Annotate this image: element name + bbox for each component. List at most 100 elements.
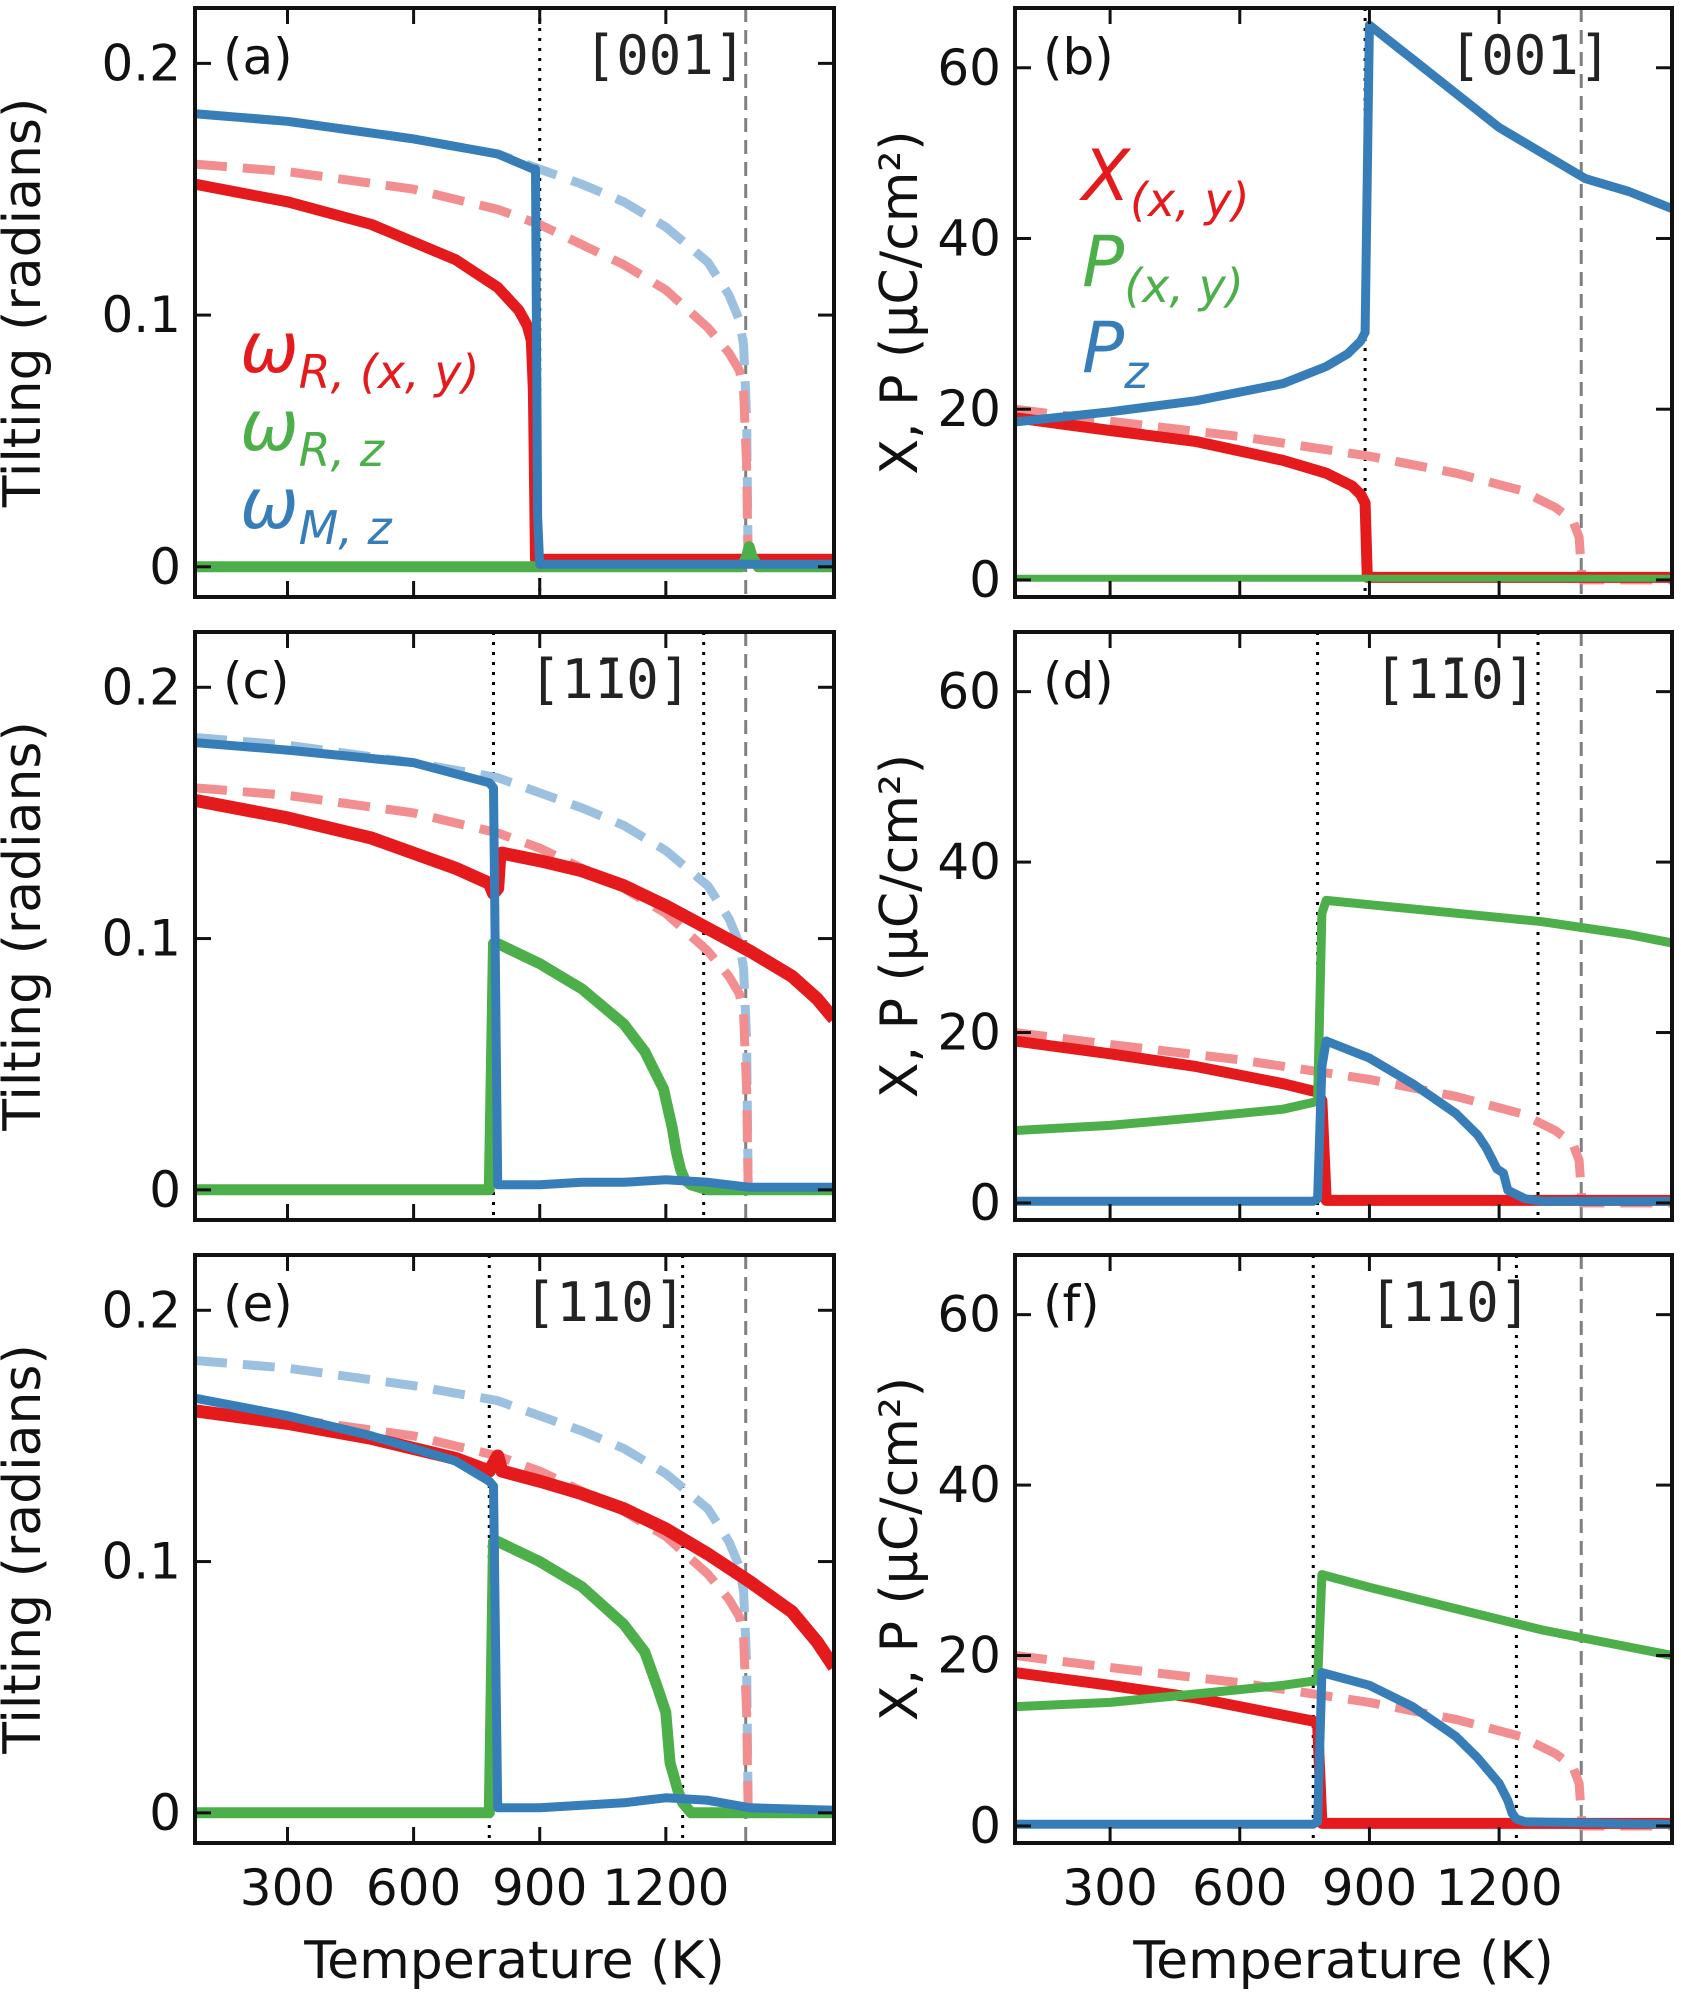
series-line-1	[1015, 404, 1672, 585]
y-axis-title: X, P (μC/cm²)	[870, 754, 930, 1098]
y-tick-label: 20	[937, 1004, 1001, 1062]
series-line-5	[195, 109, 834, 569]
y-tick-label: 60	[937, 663, 1001, 721]
legend-subscript: R, z	[299, 423, 385, 477]
series-line-4	[195, 938, 834, 1196]
axes-frame	[1013, 630, 1674, 1222]
x-tick-label: 1200	[602, 1859, 729, 1917]
series-line-3	[1015, 895, 1672, 1135]
axes-frame	[1013, 6, 1674, 599]
series-line-2	[1015, 412, 1672, 583]
direction-label: [001]	[1449, 24, 1612, 87]
panel-c: 0 0.1 0.2 Tilting (radians) (c) [1̄10]	[0, 630, 836, 1222]
direction-label: [1̄10]	[529, 648, 692, 711]
y-tick-label: 0.1	[101, 286, 181, 344]
y-axis-title: Tilting (radians)	[0, 1344, 53, 1755]
panel-label: (c)	[223, 652, 290, 710]
legend-subscript: (x, y)	[1124, 259, 1244, 313]
legend-entry-1: ωR, (x, y)	[240, 307, 479, 399]
y-tick-label: 20	[937, 380, 1001, 438]
plot-area	[1015, 1570, 1672, 1831]
x-tick-label: 900	[492, 1859, 587, 1917]
panel-d: 0 20 40 60X, P (μC/cm²) (d) [1̄10]	[870, 630, 1674, 1232]
legend-subscript: z	[1123, 345, 1149, 399]
legend-entry-3: ωM, z	[240, 463, 393, 555]
series-line-4	[1015, 20, 1672, 427]
direction-label: [110]	[524, 1271, 687, 1334]
y-axis-title: X, P (μC/cm²)	[870, 1377, 930, 1721]
legend-entry-1: X(x, y)	[1078, 135, 1250, 227]
y-tick-label: 0.2	[101, 34, 181, 92]
legend-symbol: ω	[240, 307, 299, 389]
panel-label: (a)	[223, 28, 293, 86]
y-tick-label: 60	[937, 39, 1001, 97]
x-axis-title: Temperature (K)	[303, 1931, 725, 1991]
x-tick-label: 600	[1192, 1859, 1287, 1917]
y-tick-label: 0.1	[101, 910, 181, 968]
plot-area	[1015, 895, 1672, 1208]
axes-frame	[193, 1253, 836, 1845]
x-axis-title: Temperature (K)	[1132, 1931, 1554, 1991]
x-tick-label: 600	[366, 1859, 461, 1917]
y-tick-label: 0.1	[101, 1533, 181, 1591]
y-tick-label: 40	[937, 1456, 1001, 1514]
series-line-5	[195, 1393, 834, 1815]
direction-label: [110]	[1369, 1271, 1532, 1334]
direction-label: [1̄10]	[1374, 648, 1537, 711]
legend-subscript: (x, y)	[1130, 173, 1250, 227]
series-line-2	[1015, 1667, 1672, 1829]
series-line-2	[195, 159, 834, 572]
x-tick-label: 300	[1062, 1859, 1157, 1917]
series-line-2	[1015, 1035, 1672, 1206]
legend-entry-3: Pz	[1082, 307, 1149, 399]
legend-symbol: X	[1078, 135, 1132, 217]
panel-label: (b)	[1043, 28, 1114, 86]
series-line-2	[195, 783, 834, 1195]
legend-symbol: P	[1082, 307, 1125, 389]
legend-symbol: P	[1082, 221, 1125, 303]
series-line-4	[1015, 1036, 1672, 1206]
panel-e: 0 0.1 0.2 300 600 900 1200 Tilting (radians) Tem…	[0, 1253, 836, 1991]
panel-f: 0 20 40 60 300 600 900 1200 X, P (μC/cm²) Tempera…	[870, 1253, 1674, 1991]
series-line-1	[1015, 1651, 1672, 1831]
series-line-1	[195, 733, 834, 1195]
x-tick-label: 300	[240, 1859, 335, 1917]
direction-label: [001]	[584, 24, 747, 87]
panel-label: (e)	[223, 1275, 293, 1333]
panel-label: (d)	[1043, 652, 1114, 710]
legend-subscript: R, (x, y)	[299, 345, 480, 399]
plot-area	[1015, 20, 1672, 585]
plot-area	[195, 109, 834, 573]
y-tick-label: 20	[937, 1627, 1001, 1685]
y-tick-label: 0	[149, 1161, 181, 1219]
y-tick-label: 0	[969, 1797, 1001, 1855]
legend-symbol: ω	[240, 463, 299, 545]
y-tick-label: 0	[149, 538, 181, 596]
y-tick-label: 0	[969, 1174, 1001, 1232]
axes-frame	[193, 630, 836, 1222]
plot-area	[195, 733, 834, 1196]
y-axis-title: X, P (μC/cm²)	[870, 130, 930, 474]
x-tick-label: 900	[1322, 1859, 1417, 1917]
y-axis-title: Tilting (radians)	[0, 721, 53, 1132]
x-tick-label: 1200	[1435, 1859, 1562, 1917]
series-line-3	[195, 794, 834, 1024]
y-tick-label: 0	[969, 551, 1001, 609]
legend-symbol: ω	[240, 385, 299, 467]
y-tick-label: 60	[937, 1286, 1001, 1344]
legend-entry-2: P(x, y)	[1082, 221, 1244, 313]
y-tick-label: 40	[937, 833, 1001, 891]
y-tick-label: 40	[937, 209, 1001, 267]
series-line-3	[195, 1404, 834, 1671]
legend-entry-2: ωR, z	[240, 385, 385, 477]
y-tick-label: 0	[149, 1784, 181, 1842]
series-line-3	[1015, 1570, 1672, 1712]
series-line-4	[1015, 1668, 1672, 1829]
series-line-5	[195, 738, 834, 1192]
y-axis-title: Tilting (radians)	[0, 98, 53, 509]
panel-label: (f)	[1043, 1275, 1100, 1333]
series-line-1	[1015, 1028, 1672, 1208]
y-tick-label: 0.2	[101, 1281, 181, 1339]
